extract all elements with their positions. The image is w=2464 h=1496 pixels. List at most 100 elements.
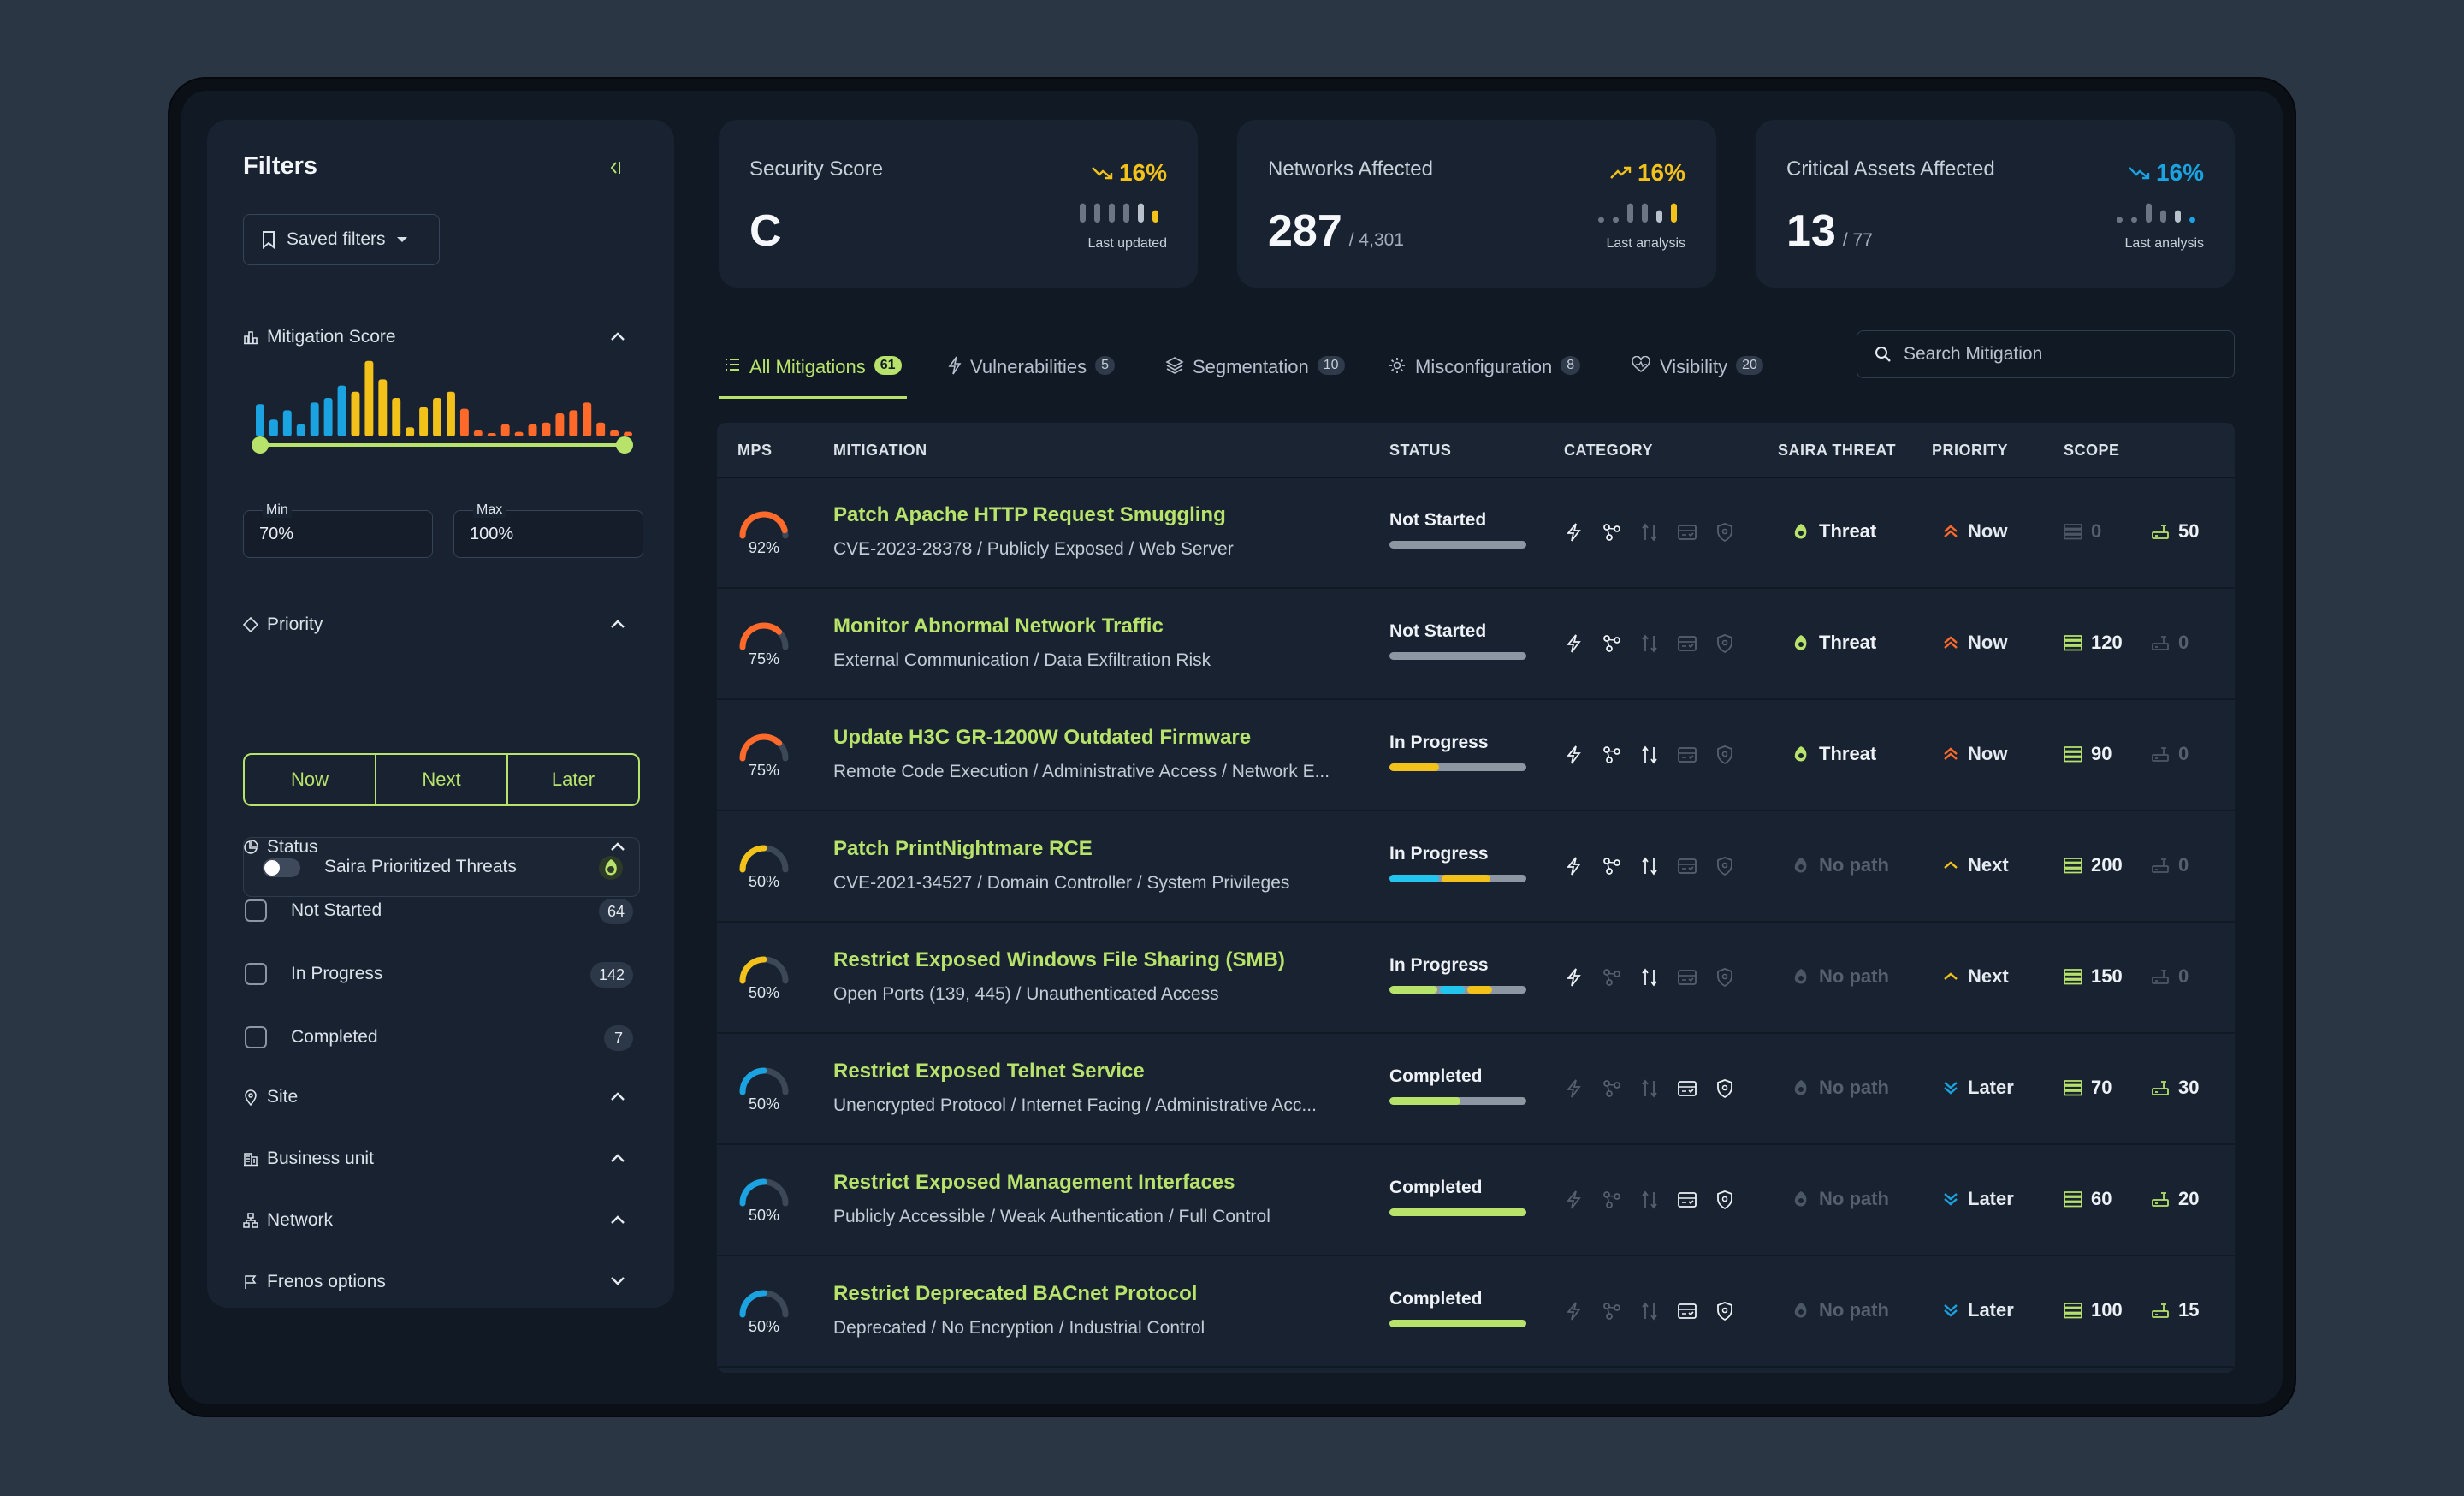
vulnerability-bolt-icon[interactable]: [1564, 1190, 1584, 1210]
visibility-monitor-icon[interactable]: [1677, 522, 1697, 543]
table-row[interactable]: 75% Update H3C GR-1200W Outdated Firmware…: [717, 700, 2235, 811]
table-row[interactable]: 75% Monitor Abnormal Network Traffic Exter…: [717, 589, 2235, 700]
misconfiguration-arrows-icon[interactable]: [1639, 1301, 1660, 1321]
table-row[interactable]: 50% Restrict Deprecated BACnet Protocol De…: [717, 1256, 2235, 1368]
misconfiguration-arrows-icon[interactable]: [1639, 1190, 1660, 1210]
protection-shield-icon[interactable]: [1715, 522, 1735, 543]
misconfiguration-arrows-icon[interactable]: [1639, 1078, 1660, 1099]
table-row[interactable]: 50% Restrict Exposed Windows File Sharing…: [717, 923, 2235, 1034]
mitigation-title-link[interactable]: Monitor Abnormal Network Traffic: [833, 614, 1164, 638]
visibility-monitor-icon[interactable]: [1677, 1301, 1697, 1321]
scope-devices-cell: 30: [2151, 1077, 2199, 1099]
status-count-badge: 142: [589, 962, 633, 988]
protection-shield-icon[interactable]: [1715, 745, 1735, 765]
visibility-monitor-icon[interactable]: [1677, 1190, 1697, 1210]
visibility-monitor-icon[interactable]: [1677, 633, 1697, 654]
priority-later-option[interactable]: Later: [551, 769, 595, 790]
section-status-header[interactable]: Status: [243, 830, 638, 864]
misconfiguration-arrows-icon[interactable]: [1639, 745, 1660, 765]
mitigation-title-link[interactable]: Restrict Exposed Windows File Sharing (S…: [833, 948, 1285, 971]
protection-shield-icon[interactable]: [1715, 1190, 1735, 1210]
mitigation-title-link[interactable]: Update H3C GR-1200W Outdated Firmware: [833, 726, 1252, 749]
segmentation-nodes-icon[interactable]: [1602, 633, 1622, 654]
section-mitigation-score[interactable]: Mitigation Score: [243, 320, 638, 354]
status-progress-bar: [1389, 1320, 1526, 1327]
checkbox[interactable]: [245, 963, 267, 985]
tab-segmentation[interactable]: Segmentation 10: [1165, 356, 1345, 399]
search-mitigation-input[interactable]: Search Mitigation: [1857, 330, 2235, 378]
mitigation-score-histogram[interactable]: [250, 359, 635, 460]
segmentation-nodes-icon[interactable]: [1602, 967, 1622, 988]
protection-shield-icon[interactable]: [1715, 856, 1735, 876]
section-site[interactable]: Site: [243, 1080, 638, 1114]
visibility-monitor-icon[interactable]: [1677, 967, 1697, 988]
mitigation-title-link[interactable]: Restrict Deprecated BACnet Protocol: [833, 1282, 1198, 1305]
protection-shield-icon[interactable]: [1715, 1078, 1735, 1099]
tab-visibility[interactable]: Visibility 20: [1631, 356, 1763, 399]
progress-segment: [1389, 1320, 1526, 1327]
column-header-status[interactable]: STATUS: [1389, 442, 1452, 459]
priority-label: Now: [1968, 632, 2008, 653]
protection-shield-icon[interactable]: [1715, 967, 1735, 988]
visibility-monitor-icon[interactable]: [1677, 1078, 1697, 1099]
visibility-monitor-icon[interactable]: [1677, 856, 1697, 876]
protection-shield-icon[interactable]: [1715, 1301, 1735, 1321]
segmentation-nodes-icon[interactable]: [1602, 745, 1622, 765]
vulnerability-bolt-icon[interactable]: [1564, 1078, 1584, 1099]
priority-now-option[interactable]: Now: [245, 755, 376, 804]
segmentation-nodes-icon[interactable]: [1602, 522, 1622, 543]
vulnerability-bolt-icon[interactable]: [1564, 522, 1584, 543]
column-header-scope[interactable]: SCOPE: [2064, 442, 2120, 459]
section-priority[interactable]: Priority: [243, 608, 638, 642]
mitigation-title-link[interactable]: Restrict Exposed Telnet Service: [833, 1060, 1145, 1083]
segmentation-nodes-icon[interactable]: [1602, 1190, 1622, 1210]
range-handle-min[interactable]: [252, 436, 269, 454]
column-header-category[interactable]: CATEGORY: [1564, 442, 1654, 459]
range-handle-max[interactable]: [616, 436, 633, 454]
table-row[interactable]: 50% Restrict Exposed Management Interface…: [717, 1145, 2235, 1256]
tab-misconfiguration[interactable]: Misconfiguration 8: [1388, 356, 1581, 399]
mitigation-title-link[interactable]: Restrict Exposed Management Interfaces: [833, 1171, 1235, 1194]
vulnerability-bolt-icon[interactable]: [1564, 967, 1584, 988]
column-header-priority[interactable]: PRIORITY: [1932, 442, 2009, 459]
vulnerability-bolt-icon[interactable]: [1564, 1301, 1584, 1321]
status-in-progress-checkbox[interactable]: In Progress 142: [243, 957, 640, 991]
vulnerability-bolt-icon[interactable]: [1564, 856, 1584, 876]
segmentation-nodes-icon[interactable]: [1602, 1301, 1622, 1321]
priority-next-option[interactable]: Next: [376, 755, 508, 804]
min-score-field[interactable]: Min 70%: [243, 502, 433, 558]
section-frenos-options[interactable]: Frenos options: [243, 1265, 638, 1299]
visibility-monitor-icon[interactable]: [1677, 745, 1697, 765]
section-business-unit[interactable]: Business unit: [243, 1142, 638, 1176]
saved-filters-button[interactable]: Saved filters: [243, 214, 440, 265]
status-not-started-checkbox[interactable]: Not Started 64: [243, 893, 640, 928]
section-network[interactable]: Network: [243, 1203, 638, 1238]
status-completed-checkbox[interactable]: Completed 7: [243, 1020, 640, 1054]
column-header-mps[interactable]: MPS: [737, 442, 773, 459]
mitigation-title-link[interactable]: Patch Apache HTTP Request Smuggling: [833, 503, 1226, 526]
vulnerability-bolt-icon[interactable]: [1564, 633, 1584, 654]
misconfiguration-arrows-icon[interactable]: [1639, 522, 1660, 543]
column-header-mitigation[interactable]: MITIGATION: [833, 442, 927, 459]
column-header-saira-threat[interactable]: SAIRA THREAT: [1778, 442, 1896, 459]
checkbox[interactable]: [245, 1026, 267, 1048]
misconfiguration-arrows-icon[interactable]: [1639, 856, 1660, 876]
histogram-bar: [500, 424, 510, 436]
table-row[interactable]: 92% Patch Apache HTTP Request Smuggling CV…: [717, 478, 2235, 589]
checkbox[interactable]: [245, 899, 267, 922]
table-row[interactable]: 50% Patch PrintNightmare RCE CVE-2021-3452…: [717, 811, 2235, 923]
max-score-field[interactable]: Max 100%: [453, 502, 643, 558]
misconfiguration-arrows-icon[interactable]: [1639, 633, 1660, 654]
misconfiguration-arrows-icon[interactable]: [1639, 967, 1660, 988]
segmentation-nodes-icon[interactable]: [1602, 856, 1622, 876]
tab-all-mitigations[interactable]: All Mitigations 61: [719, 356, 907, 399]
table-row[interactable]: 50% Restrict Exposed Telnet Service Unencr…: [717, 1034, 2235, 1145]
protection-shield-icon[interactable]: [1715, 633, 1735, 654]
mitigation-title-link[interactable]: Patch PrintNightmare RCE: [833, 837, 1093, 860]
segmentation-nodes-icon[interactable]: [1602, 1078, 1622, 1099]
vulnerability-bolt-icon[interactable]: [1564, 745, 1584, 765]
collapse-sidebar-icon[interactable]: [606, 157, 623, 178]
saira-toggle[interactable]: [263, 858, 300, 877]
tab-vulnerabilities[interactable]: Vulnerabilities 5: [948, 356, 1116, 399]
server-stack-icon: [2064, 746, 2082, 763]
